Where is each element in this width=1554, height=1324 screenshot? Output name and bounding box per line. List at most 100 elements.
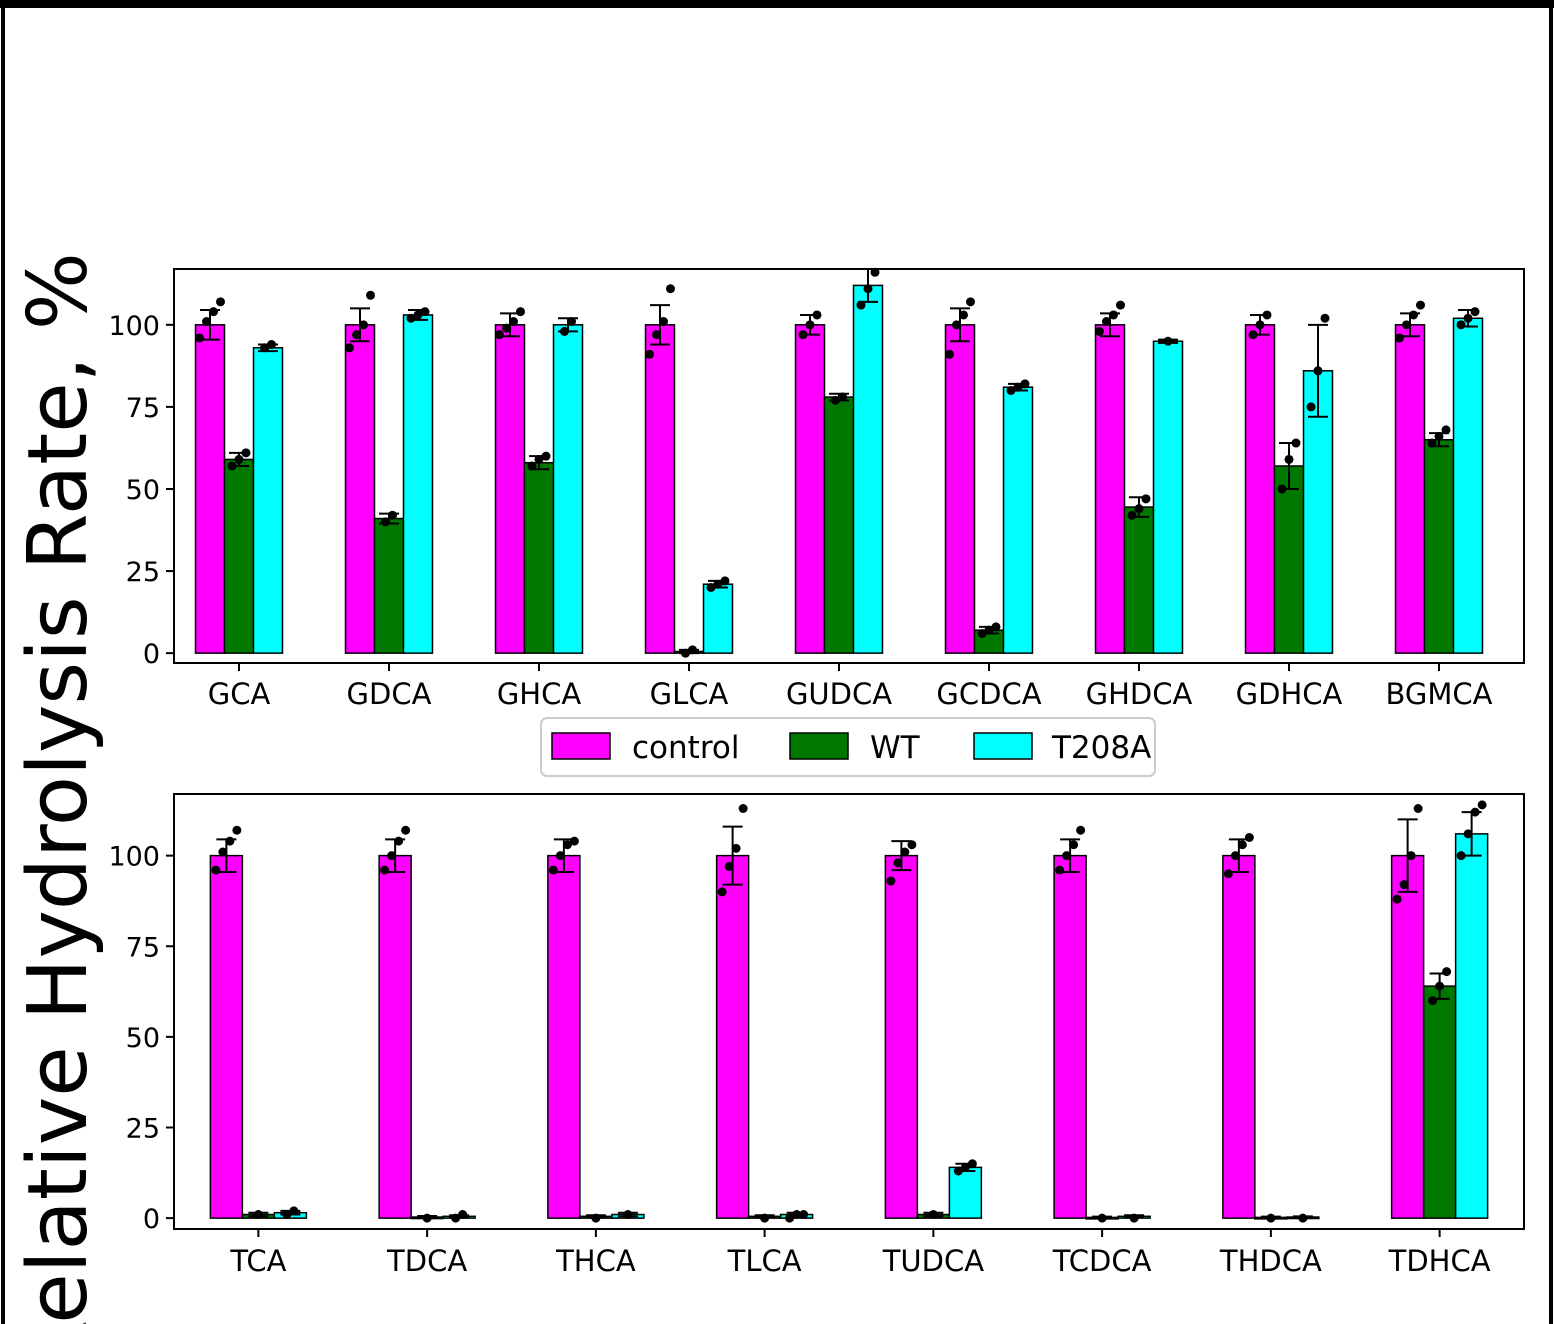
data-point bbox=[569, 836, 579, 846]
data-point bbox=[1470, 307, 1480, 317]
data-point bbox=[1134, 504, 1144, 514]
data-point bbox=[1097, 1213, 1107, 1223]
data-point bbox=[1095, 326, 1104, 336]
data-point bbox=[652, 330, 661, 340]
data-point bbox=[234, 454, 244, 464]
data-point bbox=[1230, 851, 1240, 861]
bar-control bbox=[1094, 324, 1126, 654]
data-point bbox=[413, 310, 423, 320]
data-point bbox=[713, 579, 723, 589]
data-point bbox=[991, 622, 1001, 632]
data-point bbox=[516, 307, 525, 317]
data-point bbox=[688, 645, 697, 655]
data-point bbox=[1013, 382, 1023, 392]
y-tick-label: 50 bbox=[126, 475, 160, 506]
data-point bbox=[623, 1210, 633, 1219]
data-point bbox=[1441, 425, 1451, 435]
data-point bbox=[387, 851, 397, 861]
bar-t208a bbox=[552, 324, 584, 654]
bar-control bbox=[1222, 854, 1256, 1219]
y-tick-label: 100 bbox=[108, 842, 160, 873]
data-point bbox=[1006, 385, 1016, 395]
bar-control bbox=[944, 324, 976, 654]
data-point bbox=[731, 843, 741, 853]
data-point bbox=[567, 317, 576, 327]
data-point bbox=[422, 1213, 432, 1223]
bar-wt bbox=[223, 458, 255, 654]
data-point bbox=[792, 1210, 802, 1219]
data-point bbox=[1413, 804, 1423, 813]
data-point bbox=[1442, 967, 1452, 977]
data-point bbox=[717, 887, 727, 897]
data-point bbox=[388, 510, 397, 520]
data-point bbox=[289, 1206, 299, 1216]
bar-wt bbox=[523, 461, 555, 654]
data-point bbox=[1306, 402, 1316, 412]
bar-t208a bbox=[702, 583, 734, 654]
bar-wt bbox=[1273, 465, 1305, 654]
data-point bbox=[1262, 310, 1272, 320]
data-point bbox=[1406, 851, 1416, 861]
bar-wt bbox=[1123, 506, 1155, 654]
data-point bbox=[1102, 317, 1111, 327]
data-point bbox=[886, 876, 896, 886]
bar-control bbox=[344, 324, 376, 654]
data-point bbox=[960, 1162, 970, 1172]
data-point bbox=[856, 300, 866, 310]
data-point bbox=[502, 323, 511, 333]
data-point bbox=[534, 454, 544, 464]
data-point bbox=[1456, 851, 1466, 861]
bar-t208a bbox=[852, 284, 884, 654]
x-tick-label: THDCA bbox=[1219, 1244, 1322, 1278]
plot-area-frame bbox=[173, 793, 1525, 1230]
data-point bbox=[720, 576, 730, 586]
x-tick-label: TCDCA bbox=[1052, 1244, 1152, 1278]
data-point bbox=[562, 840, 572, 850]
data-point bbox=[1291, 438, 1301, 448]
data-point bbox=[945, 349, 954, 359]
data-point bbox=[1248, 330, 1258, 340]
data-point bbox=[838, 392, 847, 402]
data-point bbox=[1116, 300, 1125, 310]
data-point bbox=[495, 330, 504, 340]
data-point bbox=[227, 461, 237, 471]
bar-t208a bbox=[252, 347, 284, 654]
data-point bbox=[260, 343, 269, 353]
chart-panel-top: 0 25 50 75 100 GCA GDCA GHCA GLCA GUDCA GCDCA GHDCA… bbox=[108, 267, 1525, 711]
data-point bbox=[738, 804, 748, 813]
legend-label-control: control bbox=[632, 730, 739, 766]
x-tick-label: GDHCA bbox=[1236, 677, 1343, 711]
data-point bbox=[706, 582, 716, 592]
data-point bbox=[225, 836, 235, 846]
bar-t208a bbox=[1302, 370, 1334, 654]
bar-t208a bbox=[1152, 340, 1184, 654]
data-point bbox=[967, 1159, 977, 1169]
y-tick-label: 0 bbox=[143, 1204, 160, 1235]
data-point bbox=[870, 267, 880, 277]
bar-t208a bbox=[402, 314, 434, 654]
data-point bbox=[966, 297, 975, 307]
data-point bbox=[1163, 336, 1173, 346]
bar-control bbox=[1244, 324, 1276, 654]
legend-label-t208a: T208A bbox=[1051, 730, 1151, 766]
data-point bbox=[799, 1210, 809, 1219]
data-point bbox=[805, 320, 815, 330]
data-point bbox=[195, 333, 204, 343]
data-point bbox=[560, 326, 569, 336]
legend-swatch-wt bbox=[789, 732, 849, 760]
bar-control bbox=[884, 854, 919, 1219]
bar-control bbox=[1394, 324, 1426, 654]
data-point bbox=[1409, 310, 1418, 320]
data-point bbox=[1463, 313, 1473, 323]
data-point bbox=[907, 840, 917, 850]
x-tick-label: TDCA bbox=[386, 1244, 467, 1278]
data-point bbox=[1427, 438, 1437, 448]
bar-control bbox=[209, 854, 244, 1219]
y-tick-label: 25 bbox=[126, 557, 160, 588]
data-point bbox=[381, 517, 390, 527]
data-point bbox=[659, 317, 668, 327]
bar-control bbox=[494, 324, 526, 654]
data-point bbox=[1284, 454, 1294, 464]
